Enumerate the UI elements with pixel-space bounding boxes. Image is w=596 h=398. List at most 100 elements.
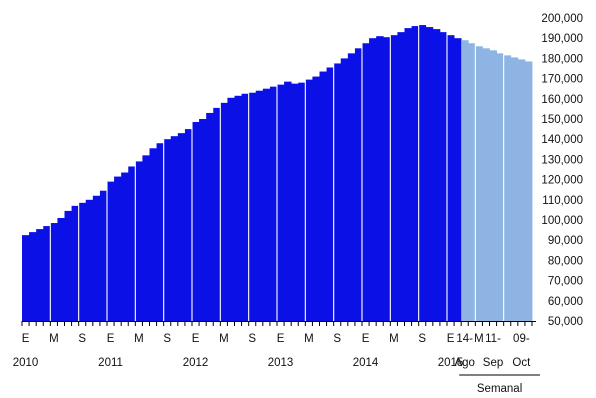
bar-monthly (213, 107, 221, 321)
x-tick-label-weekly: 14- (456, 333, 473, 345)
x-tick-label: E (277, 333, 285, 345)
bar-monthly (418, 25, 427, 321)
bar-monthly (57, 217, 65, 321)
x-tick-sublabel-weekly: Ago (454, 357, 474, 369)
bar-monthly (277, 84, 285, 321)
y-tick-label: 60,000 (548, 296, 583, 308)
y-tick-label: 190,000 (541, 33, 583, 45)
x-tick-label: S (248, 333, 256, 345)
bar-monthly (454, 38, 462, 321)
bar-monthly (397, 32, 405, 321)
y-tick-label: 120,000 (541, 175, 583, 187)
bar-monthly (92, 195, 101, 321)
bar-weekly (503, 55, 512, 322)
x-tick-label: S (163, 333, 171, 345)
x-tick-label: M (474, 333, 484, 345)
y-axis: 50,000 60,000 70,000 80,000 90,000 100,000 110… (541, 13, 583, 328)
bar-monthly (170, 136, 179, 321)
bar-monthly (64, 210, 72, 321)
bar-monthly (114, 176, 122, 321)
bar-monthly (255, 90, 264, 321)
year-label: 2013 (268, 357, 294, 369)
y-tick-label: 140,000 (541, 134, 583, 146)
x-tick-label: E (447, 333, 455, 345)
bar-monthly (404, 28, 412, 321)
y-tick-label: 80,000 (548, 255, 583, 267)
x-tick-label: M (389, 333, 399, 345)
x-tick-label: E (107, 333, 115, 345)
x-tick-label: E (22, 333, 30, 345)
bar-monthly (291, 83, 299, 322)
bar-weekly (489, 50, 497, 321)
y-tick-label: 110,000 (542, 195, 583, 207)
x-tick-label: M (219, 333, 229, 345)
bar-monthly (347, 53, 356, 321)
x-tick-label: S (333, 333, 341, 345)
bar-monthly (411, 26, 420, 322)
bar-monthly (262, 88, 271, 321)
x-tick-label: S (418, 333, 426, 345)
bar-weekly (496, 53, 505, 321)
bar-monthly (220, 102, 228, 321)
bar-monthly (369, 38, 377, 321)
x-tick-label: S (78, 333, 86, 345)
bar-monthly (234, 95, 242, 322)
year-label: 2011 (98, 357, 123, 369)
bar-monthly (432, 29, 441, 322)
bar-monthly (78, 202, 87, 321)
bar-monthly (326, 67, 335, 322)
bar-monthly (298, 82, 306, 321)
bar-monthly (36, 229, 44, 321)
x-tick-label: M (134, 333, 144, 345)
x-tick-label-weekly: 09- (513, 333, 530, 345)
bar-monthly (305, 79, 313, 321)
bar-monthly (227, 97, 235, 321)
bar-monthly (163, 139, 172, 321)
bar-monthly (340, 58, 349, 322)
y-tick-label: 200,000 (541, 13, 583, 25)
bar-monthly (383, 37, 391, 321)
x-axis-labels: E M S E M S E M S E M S E M S E M 2010 2011 2012 2013 2014 201… (13, 333, 540, 395)
bar-weekly (482, 48, 490, 322)
bar-weekly (517, 59, 526, 321)
bar-monthly (135, 161, 143, 321)
bar-monthly (319, 71, 327, 321)
y-tick-label: 50,000 (548, 316, 583, 328)
bar-weekly (524, 61, 533, 322)
bar-monthly (376, 36, 384, 322)
year-label: 2010 (13, 357, 39, 369)
x-tick-sublabel-weekly: Oct (512, 357, 531, 369)
bar-monthly (312, 76, 320, 321)
bar-monthly (248, 92, 257, 322)
bar-separators (49, 25, 505, 321)
bar-monthly (71, 205, 80, 321)
bar-monthly (199, 119, 207, 321)
bar-monthly (184, 129, 193, 321)
y-tick-label: 100,000 (541, 215, 583, 227)
bar-monthly (241, 93, 250, 321)
bar-monthly (447, 35, 455, 322)
bar-monthly (192, 122, 200, 321)
bar-monthly (22, 235, 30, 321)
x-tick-label: E (192, 333, 200, 345)
bar-monthly (439, 32, 448, 321)
bar-monthly (128, 166, 136, 321)
bar-monthly (206, 112, 214, 321)
y-tick-label: 150,000 (541, 114, 583, 126)
x-tick-label-weekly: 11- (485, 333, 501, 345)
monthly-bars (22, 25, 462, 322)
bar-monthly (85, 199, 94, 321)
x-tick-label: E (362, 333, 370, 345)
x-tick-sublabel-weekly: Sep (483, 357, 503, 369)
y-tick-label: 130,000 (541, 154, 583, 166)
y-tick-label: 180,000 (541, 53, 583, 65)
x-tick-label: M (304, 333, 314, 345)
bar-monthly (269, 86, 278, 322)
x-tick-label: M (49, 333, 59, 345)
bar-monthly (43, 226, 51, 321)
bar-monthly (284, 81, 292, 321)
x-axis (21, 321, 536, 326)
y-tick-label: 70,000 (548, 276, 583, 288)
bar-monthly (156, 143, 165, 321)
bar-monthly (354, 48, 363, 322)
